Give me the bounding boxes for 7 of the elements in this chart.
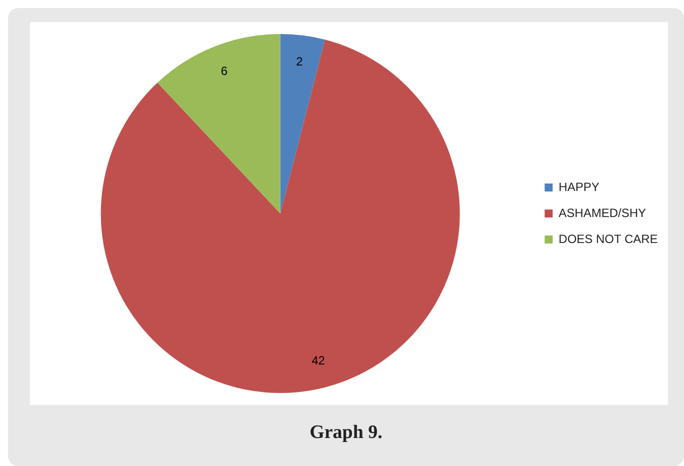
data-label: 42 xyxy=(312,354,326,368)
data-label: 6 xyxy=(220,64,228,78)
legend-label: DOES NOT CARE xyxy=(558,232,658,246)
legend-label: ASHAMED/SHY xyxy=(558,206,646,220)
legend-label: HAPPY xyxy=(558,180,600,194)
data-label: 2 xyxy=(296,54,304,68)
caption: Graph 9. xyxy=(308,422,384,444)
